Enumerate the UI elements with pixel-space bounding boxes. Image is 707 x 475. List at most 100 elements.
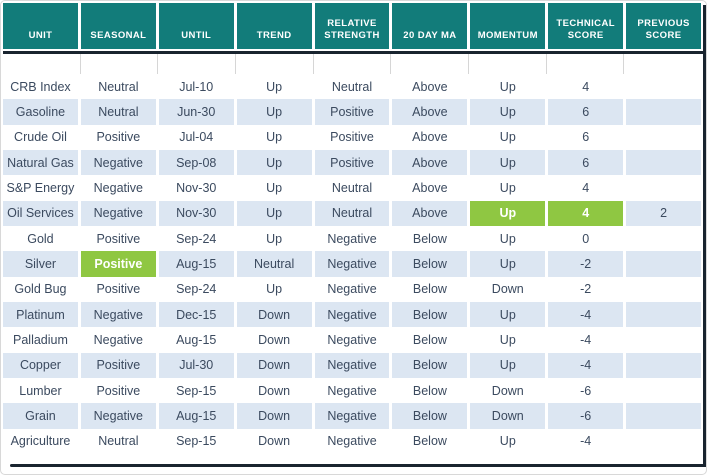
cell-copper-trend: Down xyxy=(236,352,312,378)
cell-natural-gas-unit: Natural Gas xyxy=(3,149,78,176)
cell-crude-oil-relative-strength: Positive xyxy=(314,124,390,150)
cell-s-p-energy-until: Nov-30 xyxy=(158,175,234,201)
cell-palladium-20-day-ma: Below xyxy=(392,327,468,353)
table-row-agriculture: Agriculture Neutral Sep-15 Down Negative Belo… xyxy=(3,428,702,454)
header-cell-trend: TREND xyxy=(236,3,312,49)
cell-gold-bug-seasonal: Positive xyxy=(80,276,156,302)
cell-platinum-previous-score xyxy=(626,301,702,328)
header-cell-relative-strength: RELATIVE STRENGTH xyxy=(314,3,390,49)
cell-copper-seasonal: Positive xyxy=(80,352,156,378)
cell-s-p-energy-relative-strength: Neutral xyxy=(314,175,390,201)
cell-copper-until: Jul-30 xyxy=(158,352,234,378)
cell-oil-services-relative-strength: Neutral xyxy=(314,200,390,226)
spacer-cell xyxy=(546,54,625,74)
cell-gasoline-seasonal: Neutral xyxy=(80,99,156,125)
cell-copper-unit: Copper xyxy=(3,352,78,378)
cell-crb-index-relative-strength: Neutral xyxy=(314,74,390,100)
cell-lumber-unit: Lumber xyxy=(3,377,78,404)
cell-natural-gas-relative-strength: Positive xyxy=(314,149,390,176)
cell-palladium-until: Aug-15 xyxy=(158,327,234,353)
table-row-crude-oil: Crude Oil Positive Jul-04 Up Positive Above Up… xyxy=(3,124,702,150)
cell-crb-index-previous-score xyxy=(626,74,702,100)
cell-s-p-energy-20-day-ma: Above xyxy=(392,175,468,201)
cell-s-p-energy-seasonal: Negative xyxy=(80,175,156,201)
cell-platinum-relative-strength: Negative xyxy=(314,301,390,328)
cell-gold-20-day-ma: Below xyxy=(392,225,468,252)
cell-silver-seasonal: Positive xyxy=(80,251,156,277)
cell-agriculture-trend: Down xyxy=(236,428,312,454)
cell-s-p-energy-technical-score: 4 xyxy=(548,175,624,201)
table-row-natural-gas: Natural Gas Negative Sep-08 Up Positive Above… xyxy=(3,149,702,176)
cell-gold-technical-score: 0 xyxy=(548,225,624,252)
cell-crude-oil-seasonal: Positive xyxy=(80,124,156,150)
cell-crude-oil-20-day-ma: Above xyxy=(392,124,468,150)
cell-grain-unit: Grain xyxy=(3,403,78,429)
spacer-cell xyxy=(391,54,470,74)
cell-natural-gas-trend: Up xyxy=(236,149,312,176)
cell-crude-oil-previous-score xyxy=(626,124,702,150)
cell-gasoline-until: Jun-30 xyxy=(158,99,234,125)
cell-lumber-relative-strength: Negative xyxy=(314,377,390,404)
cell-agriculture-seasonal: Neutral xyxy=(80,428,156,454)
cell-crude-oil-until: Jul-04 xyxy=(158,124,234,150)
cell-natural-gas-previous-score xyxy=(626,149,702,176)
cell-natural-gas-20-day-ma: Above xyxy=(392,149,468,176)
cell-grain-seasonal: Negative xyxy=(80,403,156,429)
cell-silver-unit: Silver xyxy=(3,251,78,277)
cell-lumber-seasonal: Positive xyxy=(80,377,156,404)
cell-copper-momentum: Up xyxy=(470,352,546,378)
cell-gold-previous-score xyxy=(626,225,702,252)
cell-s-p-energy-previous-score xyxy=(626,175,702,201)
spacer-cell xyxy=(469,54,547,74)
cell-gold-bug-technical-score: -2 xyxy=(548,276,624,302)
cell-platinum-seasonal: Negative xyxy=(80,301,156,328)
cell-agriculture-until: Sep-15 xyxy=(158,428,234,454)
cell-grain-previous-score xyxy=(626,403,702,429)
cell-copper-previous-score xyxy=(626,352,702,378)
table-row-platinum: Platinum Negative Dec-15 Down Negative Below U… xyxy=(3,301,702,328)
cell-silver-until: Aug-15 xyxy=(158,251,234,277)
header-cell-seasonal: SEASONAL xyxy=(80,3,156,49)
table-body: CRB Index Neutral Jul-10 Up Neutral Above Up 4 G… xyxy=(3,74,702,454)
cell-silver-relative-strength: Negative xyxy=(314,251,390,277)
cell-grain-trend: Down xyxy=(236,403,312,429)
table-row-palladium: Palladium Negative Aug-15 Down Negative Below… xyxy=(3,327,702,353)
cell-natural-gas-momentum: Up xyxy=(470,149,546,176)
cell-crb-index-technical-score: 4 xyxy=(548,74,624,100)
cell-palladium-momentum: Up xyxy=(470,327,546,353)
spacer-row xyxy=(3,54,702,74)
cell-oil-services-previous-score: 2 xyxy=(626,200,702,226)
cell-natural-gas-seasonal: Negative xyxy=(80,149,156,176)
header-underline xyxy=(3,51,706,54)
cell-palladium-seasonal: Negative xyxy=(80,327,156,353)
cell-agriculture-previous-score xyxy=(626,428,702,454)
cell-s-p-energy-momentum: Up xyxy=(470,175,546,201)
cell-natural-gas-until: Sep-08 xyxy=(158,149,234,176)
spacer-cell xyxy=(80,54,159,74)
cell-copper-20-day-ma: Below xyxy=(392,352,468,378)
cell-gasoline-momentum: Up xyxy=(470,99,546,125)
table-bottom-border xyxy=(10,464,706,467)
cell-crb-index-until: Jul-10 xyxy=(158,74,234,100)
cell-grain-relative-strength: Negative xyxy=(314,403,390,429)
cell-gold-bug-momentum: Down xyxy=(470,276,546,302)
cell-grain-20-day-ma: Below xyxy=(392,403,468,429)
spacer-cell xyxy=(313,54,392,74)
cell-oil-services-20-day-ma: Above xyxy=(392,200,468,226)
cell-gold-momentum: Up xyxy=(470,225,546,252)
cell-palladium-previous-score xyxy=(626,327,702,353)
cell-crb-index-seasonal: Neutral xyxy=(80,74,156,100)
cell-gold-bug-20-day-ma: Below xyxy=(392,276,468,302)
cell-gold-unit: Gold xyxy=(3,225,78,252)
cell-palladium-trend: Down xyxy=(236,327,312,353)
cell-lumber-20-day-ma: Below xyxy=(392,377,468,404)
cell-crb-index-unit: CRB Index xyxy=(3,74,78,100)
spacer-cell xyxy=(624,54,702,74)
cell-crude-oil-unit: Crude Oil xyxy=(3,124,78,150)
cell-grain-momentum: Down xyxy=(470,403,546,429)
scores-table: UNIT SEASONAL UNTIL TREND RELATIVE STRENGTH 2… xyxy=(3,3,706,467)
cell-agriculture-20-day-ma: Below xyxy=(392,428,468,454)
spacer-cell xyxy=(158,54,237,74)
cell-agriculture-unit: Agriculture xyxy=(3,428,78,454)
cell-s-p-energy-trend: Up xyxy=(236,175,312,201)
